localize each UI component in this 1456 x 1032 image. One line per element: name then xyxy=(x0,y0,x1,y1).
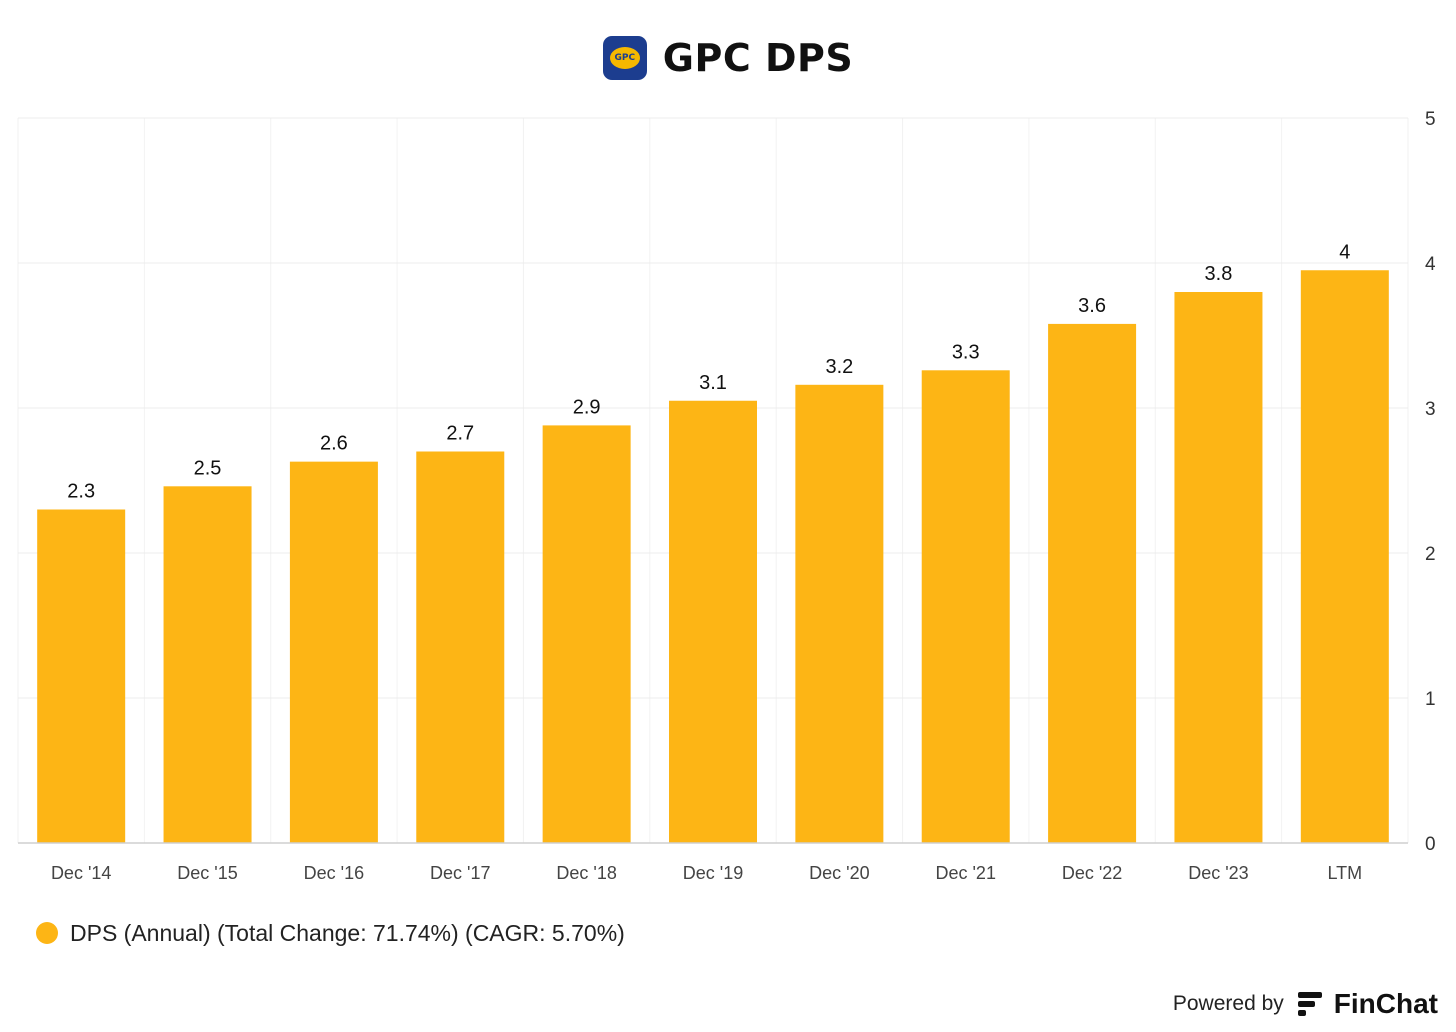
legend[interactable]: DPS (Annual) (Total Change: 71.74%) (CAG… xyxy=(36,916,625,950)
x-tick-label: Dec '21 xyxy=(935,863,995,883)
data-label: 3.6 xyxy=(1078,295,1106,317)
y-tick-label: 3 xyxy=(1425,399,1436,420)
data-label: 2.7 xyxy=(446,423,474,445)
company-logo: GPC xyxy=(602,36,647,80)
x-tick-label: Dec '15 xyxy=(177,863,237,883)
data-label: 3.2 xyxy=(825,356,853,378)
chart-title: GPC DPS xyxy=(662,36,854,80)
x-tick-label: Dec '22 xyxy=(1062,863,1122,883)
y-tick-label: 0 xyxy=(1425,834,1436,855)
data-label: 4 xyxy=(1339,241,1350,263)
company-logo-mark: GPC xyxy=(609,47,640,69)
legend-swatch xyxy=(36,922,58,944)
x-tick-label: Dec '19 xyxy=(683,863,743,883)
x-tick-label: Dec '17 xyxy=(430,863,490,883)
data-label: 2.6 xyxy=(320,433,348,455)
y-tick-label: 1 xyxy=(1425,689,1436,710)
data-label: 2.9 xyxy=(573,396,601,418)
bar xyxy=(669,400,757,843)
bar xyxy=(163,486,252,843)
bar xyxy=(795,384,884,843)
x-tick-label: Dec '16 xyxy=(304,863,364,883)
chart-header: GPC GPC DPS xyxy=(0,30,1456,86)
bar-chart: 0 1 2 3 4 5 2.3 Dec '14 2.5 Dec '15 2.6 Dec '16 2.7 D… xyxy=(17,109,1436,883)
data-label: 2.5 xyxy=(194,457,222,479)
bar xyxy=(416,451,505,843)
legend-label: DPS (Annual) (Total Change: 71.74%) (CAG… xyxy=(70,919,625,946)
data-label: 3.8 xyxy=(1205,263,1233,285)
y-tick-label: 5 xyxy=(1425,109,1436,130)
bar xyxy=(1048,323,1137,843)
finchat-brand: FinChat xyxy=(1333,988,1438,1019)
data-label: 3.3 xyxy=(952,341,980,363)
bar xyxy=(542,425,631,843)
bar xyxy=(37,509,126,843)
x-tick-label: Dec '23 xyxy=(1188,863,1248,883)
data-label: 3.1 xyxy=(699,372,727,394)
bar xyxy=(921,370,1010,843)
x-tick-label: Dec '18 xyxy=(556,863,616,883)
y-tick-label: 4 xyxy=(1425,254,1436,275)
x-tick-label: LTM xyxy=(1327,863,1362,883)
x-tick-label: Dec '20 xyxy=(809,863,869,883)
finchat-logo-icon xyxy=(1297,992,1322,1016)
bar xyxy=(289,461,378,843)
x-tick-label: Dec '14 xyxy=(51,863,111,883)
data-label: 2.3 xyxy=(67,481,95,503)
bar xyxy=(1300,270,1389,843)
y-tick-label: 2 xyxy=(1425,544,1436,565)
powered-by-footer: Powered by FinChat xyxy=(1173,984,1438,1024)
bar xyxy=(1174,292,1263,843)
powered-by-label: Powered by xyxy=(1172,992,1284,1015)
